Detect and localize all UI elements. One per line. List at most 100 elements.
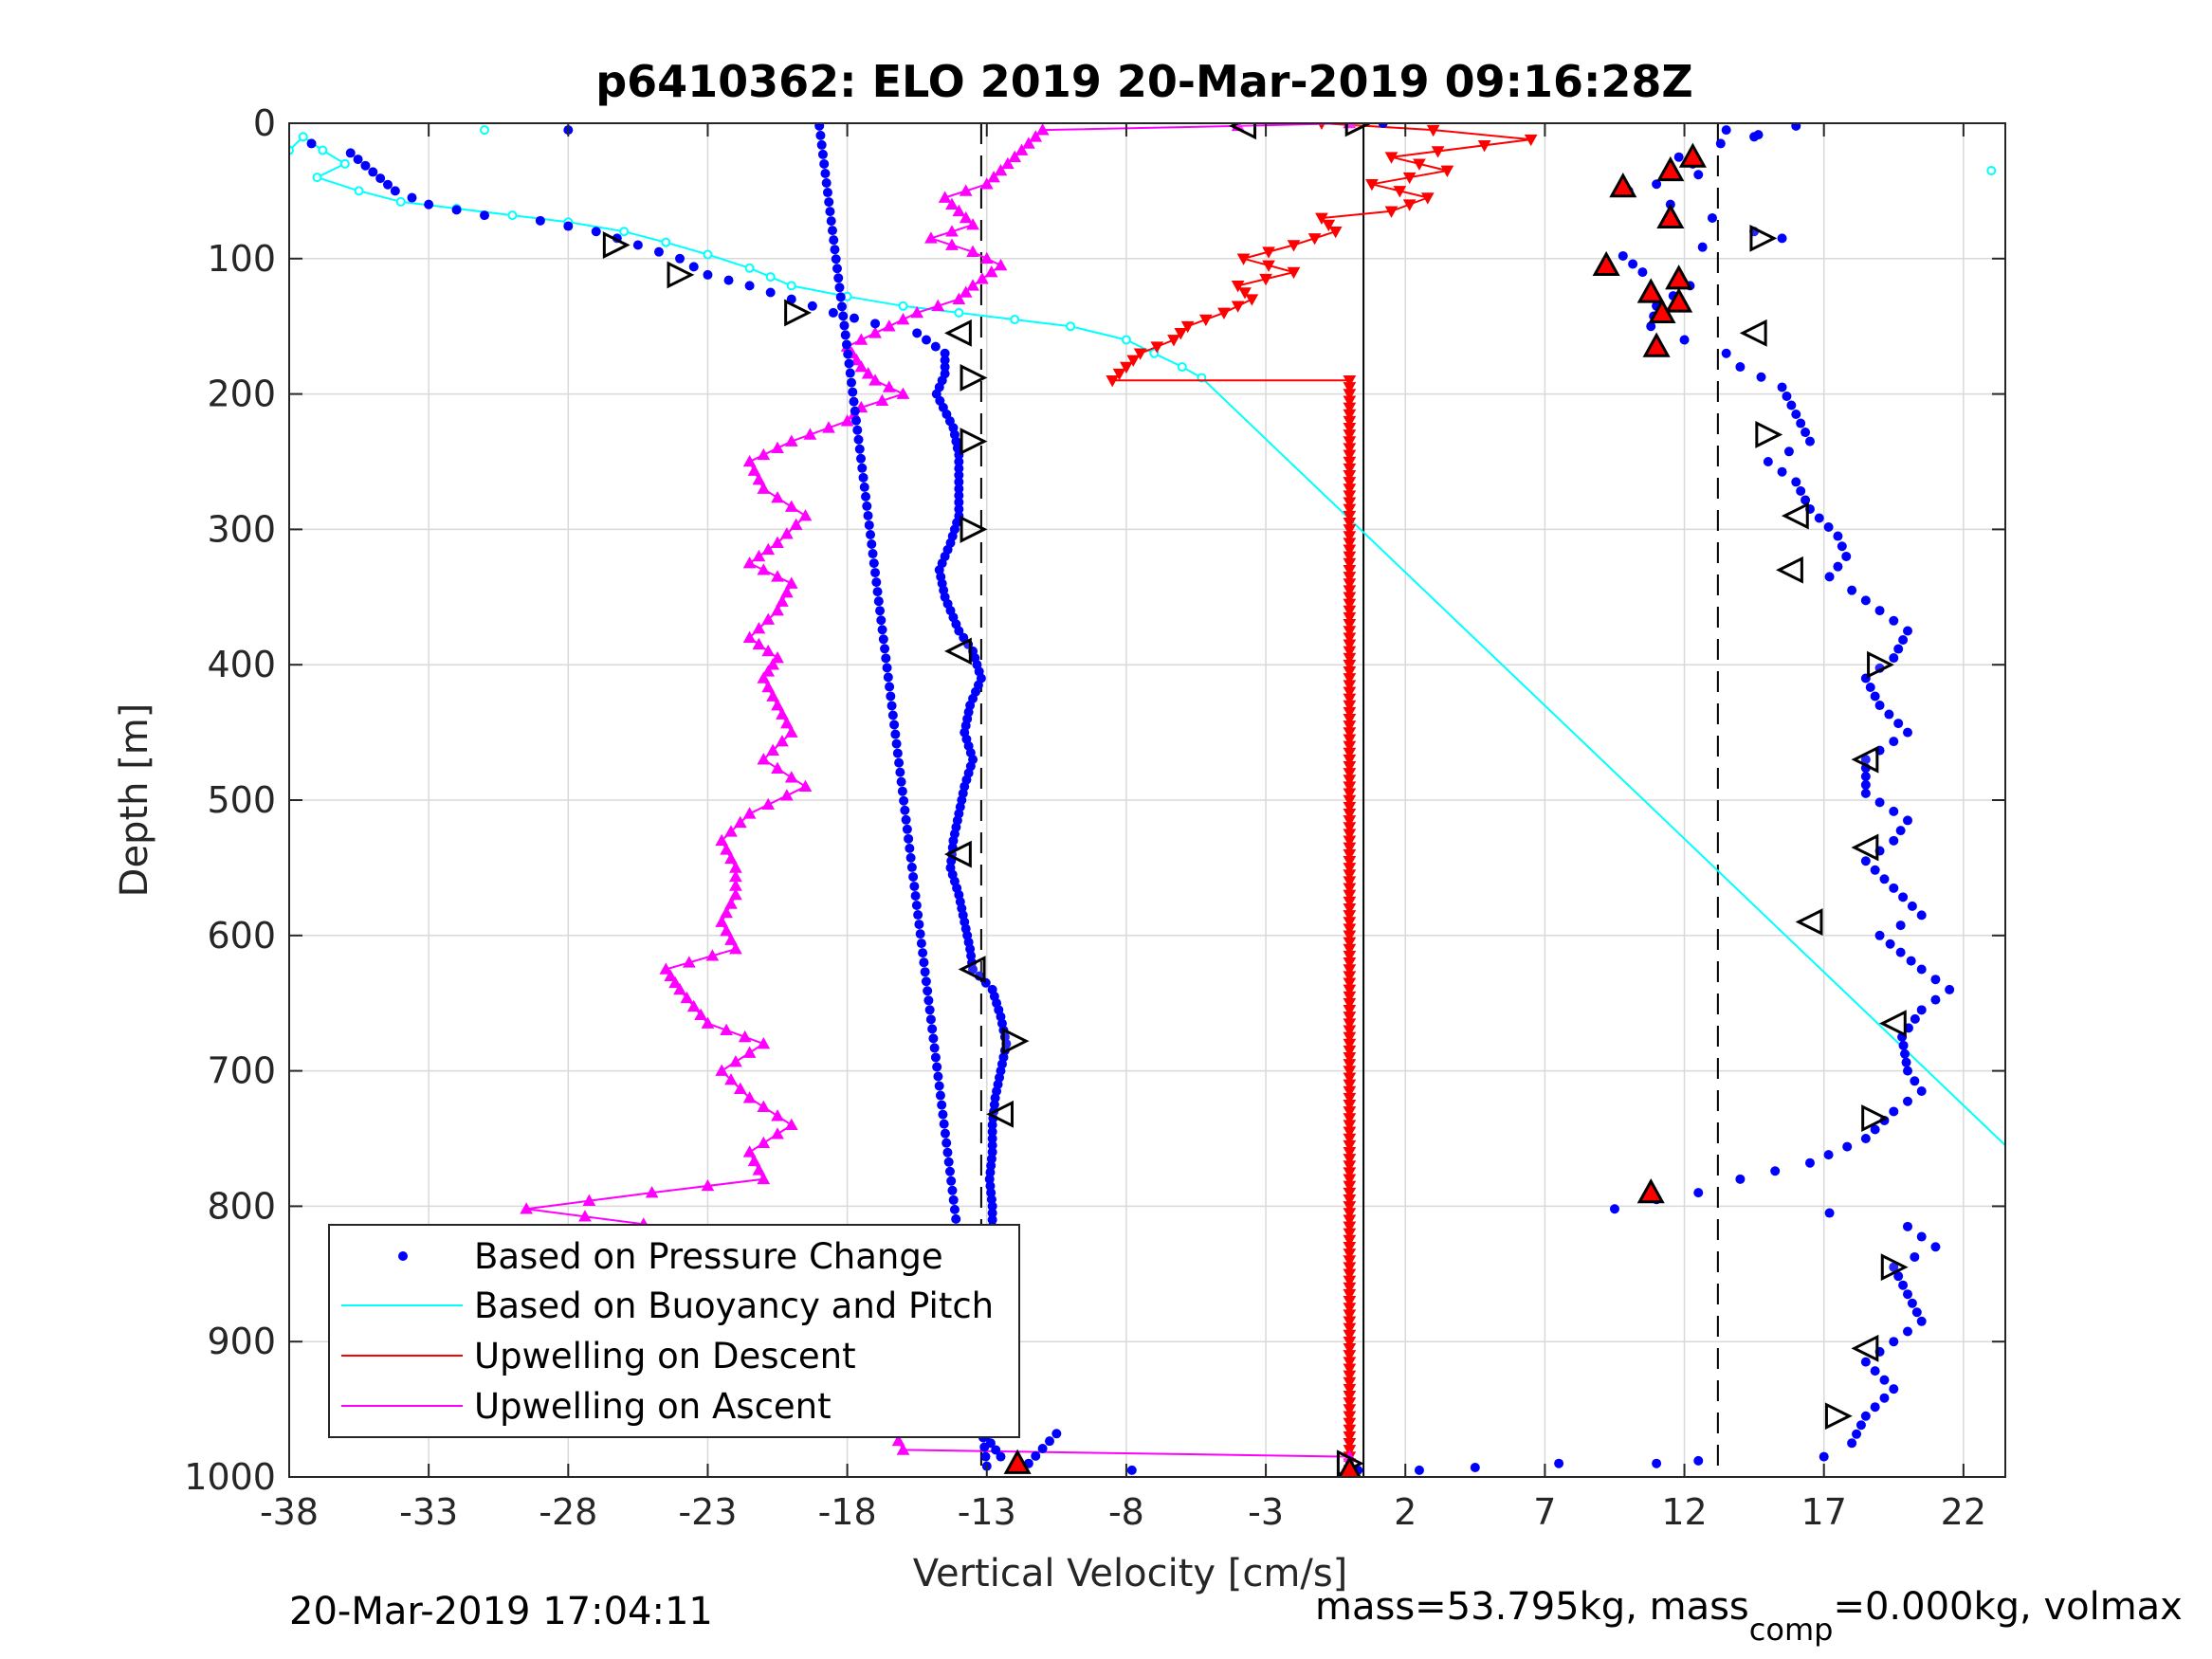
descent-point (1238, 287, 1252, 300)
descent-point (1343, 801, 1357, 814)
ascent-point (780, 586, 794, 598)
pressure-point (1652, 1458, 1662, 1468)
pressure-point (1833, 561, 1843, 572)
ascent-point (752, 637, 766, 650)
pressure-point (1824, 572, 1835, 582)
ascent-point (761, 665, 776, 677)
ascent-point (771, 651, 784, 664)
pressure-point (1874, 930, 1885, 940)
pressure-point (913, 910, 923, 921)
descent-point (1343, 395, 1357, 408)
descent-point (1343, 1268, 1357, 1281)
descent-point (1343, 659, 1357, 672)
descent-point (1343, 1370, 1357, 1382)
ascent-point (694, 1008, 707, 1020)
ascent-point (766, 743, 779, 756)
triangle-right-marker (602, 231, 631, 259)
pressure-point (1833, 531, 1843, 541)
pressure-point (831, 254, 841, 264)
ascent-point (682, 956, 696, 968)
ascent-point (680, 991, 694, 1004)
pressure-point (1860, 1357, 1871, 1367)
ascent-point (729, 887, 742, 901)
buoyancy-point (703, 249, 713, 260)
pressure-point (933, 1071, 943, 1082)
pressure-point (1031, 1450, 1041, 1461)
pressure-point (1735, 1174, 1746, 1184)
y-tick-label: 1000 (184, 1456, 276, 1498)
pressure-point (834, 283, 845, 293)
descent-point (1343, 1025, 1357, 1037)
triangle-left-marker (943, 840, 972, 868)
descent-point (1343, 1167, 1357, 1179)
ascent-point (945, 225, 959, 237)
ascent-point (945, 197, 959, 210)
descent-point (1343, 768, 1357, 780)
ascent-point (771, 604, 784, 616)
pressure-point (1870, 1124, 1880, 1135)
pressure-point (1637, 267, 1648, 278)
pressure-point (901, 814, 911, 825)
ascent-point (673, 982, 686, 995)
pressure-point (894, 757, 905, 768)
descent-point (1343, 409, 1357, 422)
footer-mass-info: mass=53.795kg, masscomp=0.000kg, volmax (1315, 1585, 2183, 1648)
descent-point (1343, 822, 1357, 834)
red-triangle-marker (1636, 1178, 1665, 1204)
descent-point (1343, 1214, 1357, 1227)
pressure-point (853, 434, 864, 445)
descent-point (1343, 1045, 1357, 1058)
descent-point (1343, 1275, 1357, 1287)
pressure-point (1721, 348, 1731, 358)
descent-point (1343, 557, 1357, 571)
descent-point (1343, 686, 1357, 699)
pressure-point (1819, 1451, 1829, 1462)
ascent-point (987, 171, 1000, 183)
pressure-point (1860, 772, 1871, 782)
ascent-point (959, 184, 973, 196)
triangle-right-marker (1861, 1104, 1890, 1133)
descent-point (1343, 815, 1357, 828)
pressure-point (360, 160, 371, 171)
descent-point (1262, 260, 1275, 272)
pressure-point (840, 330, 850, 340)
descent-point (1343, 984, 1357, 996)
descent-point (1343, 1139, 1357, 1153)
pressure-point (875, 606, 886, 616)
ascent-point (784, 725, 798, 738)
y-tick-label: 800 (207, 1185, 276, 1227)
pressure-point (954, 497, 964, 507)
pressure-point (1906, 956, 1916, 966)
y-tick-label: 600 (207, 915, 276, 957)
descent-point (1426, 124, 1440, 137)
footer-mass-part2: =0.000kg, volmax (1833, 1585, 2182, 1629)
descent-point (1343, 1391, 1357, 1403)
descent-point (1343, 740, 1357, 753)
ascent-point (715, 915, 729, 927)
pressure-point (1470, 1463, 1480, 1473)
ascent-point (766, 689, 779, 702)
pressure-point (407, 192, 417, 203)
descent-point (1343, 1031, 1357, 1044)
descent-point (1365, 178, 1379, 191)
pressure-point (1791, 123, 1801, 131)
pressure-point (923, 986, 933, 996)
pressure-point (1823, 522, 1834, 533)
descent-point (1259, 273, 1272, 286)
ascent-point (984, 265, 998, 278)
pressure-point (856, 453, 867, 464)
pressure-point (1865, 683, 1875, 692)
pressure-point (1646, 321, 1656, 332)
ascent-point (520, 1202, 534, 1214)
ascent-point (729, 869, 742, 883)
descent-point (1343, 646, 1357, 658)
ascent-point (766, 658, 779, 670)
pressure-point (948, 1194, 959, 1205)
footer-mass-part1: mass=53.795kg, mass (1315, 1585, 1749, 1629)
ascent-point (715, 833, 729, 847)
descent-point (1328, 226, 1343, 239)
pressure-point (820, 168, 831, 178)
ascent-point (776, 707, 789, 720)
pressure-point (1824, 1208, 1835, 1218)
buoyancy-point (744, 263, 755, 273)
